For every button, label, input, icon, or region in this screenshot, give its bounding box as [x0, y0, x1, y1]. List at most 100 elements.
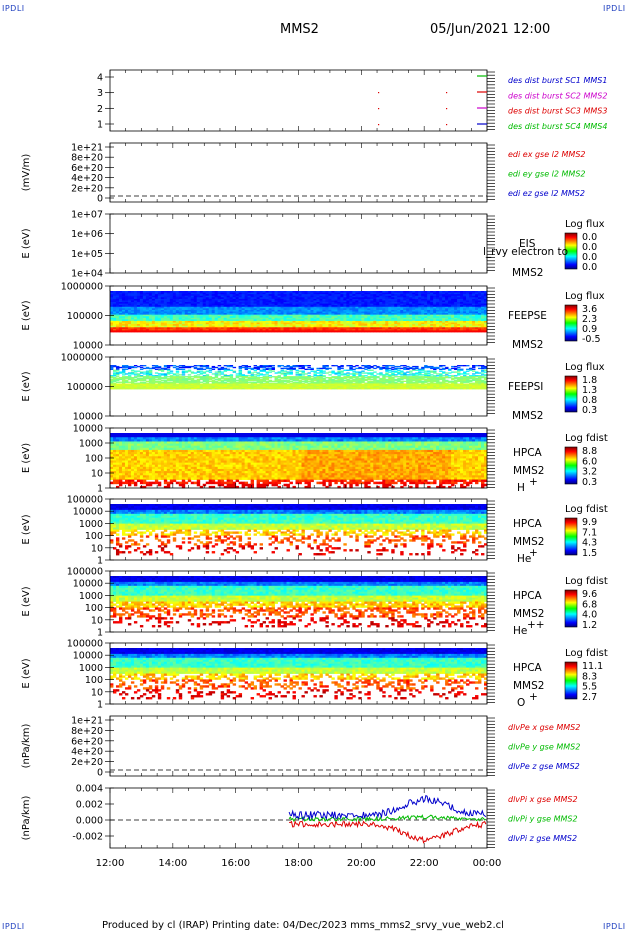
- colorbar-title-eis: Log flux: [565, 219, 605, 230]
- panel-frame-eis: [109, 213, 488, 274]
- ytick-label-divpe: 6e+20: [71, 736, 103, 747]
- header-spacecraft: MMS2: [280, 22, 319, 37]
- ytick-label-feepse: 1000000: [61, 282, 103, 293]
- burst-point: [378, 108, 380, 110]
- panel-label-mms2-eis: MMS2: [512, 267, 543, 279]
- species-label-hpca_hepp: He: [513, 625, 527, 637]
- ytick-label-divpe: 0: [97, 768, 103, 779]
- spectrogram-hpca_he: [110, 504, 488, 556]
- panel-frame-burst: [109, 69, 488, 132]
- legend-entry-divpe: dlvPe x gse MMS2: [508, 723, 580, 732]
- corner-label-bottom-left: IPDLI: [2, 922, 25, 931]
- panel-label-mms2-feepsi: MMS2: [512, 410, 543, 422]
- colorbar-tick-hpca_o: 5.5: [582, 682, 597, 693]
- burst-point: [378, 124, 380, 126]
- ytick-label-hpca_o: 1: [97, 700, 103, 711]
- colorbar-eis: [564, 232, 578, 270]
- legend-entry-burst: des dist burst SC3 MMS3: [508, 107, 607, 116]
- ytick-label-eis: 1e+06: [71, 229, 103, 240]
- spectrogram-feepsi: [110, 365, 488, 390]
- ytick-label-hpca_h: 100: [85, 454, 103, 465]
- ytick-label-hpca_hepp: 100: [85, 603, 103, 614]
- ytick-label-hpca_h: 1: [97, 484, 103, 495]
- ytick-label-burst: 2: [97, 104, 103, 115]
- x-tick-label: 18:00: [284, 858, 313, 869]
- ytick-label-hpca_hepp: 10: [91, 615, 103, 626]
- burst-point: [378, 92, 380, 94]
- ytick-label-burst: 3: [97, 88, 103, 99]
- burst-point: [446, 124, 448, 126]
- y-axis-label-hpca_he: E (eV): [21, 514, 32, 544]
- ytick-label-edi: 0: [97, 194, 103, 205]
- panel-label-feepsi: FEEPSI: [508, 381, 543, 393]
- ytick-label-feepsi: 10000: [73, 412, 103, 423]
- legend-entry-divpi: dlvPi z gse MMS2: [508, 834, 577, 843]
- panel-label-feepse: FEEPSE: [508, 310, 547, 322]
- x-tick-label: 20:00: [347, 858, 376, 869]
- panel-label-mms2-hpca_he: MMS2: [513, 536, 544, 548]
- colorbar-tick-hpca_o: 2.7: [582, 692, 597, 703]
- colorbar-tick-eis: 0.0: [582, 252, 597, 263]
- ytick-label-hpca_h: 1000: [79, 439, 103, 450]
- ytick-label-hpca_o: 10000: [73, 651, 103, 662]
- colorbar-tick-eis: 0.0: [582, 242, 597, 253]
- panel-label-mms2-hpca_o: MMS2: [513, 680, 544, 692]
- ytick-label-divpi: 0.004: [76, 784, 103, 795]
- species-label-hpca_o: O: [517, 697, 525, 709]
- colorbar-tick-hpca_he: 1.5: [582, 548, 597, 559]
- colorbar-hpca_o: [564, 661, 578, 700]
- ytick-label-hpca_he: 100000: [67, 495, 103, 506]
- panel-frame-divpe: [109, 715, 488, 777]
- spectrogram-hpca_hepp: [110, 576, 488, 628]
- panel-label-hpca_o: HPCA: [513, 662, 543, 674]
- colorbar-tick-hpca_hepp: 9.6: [582, 589, 597, 600]
- colorbar-tick-hpca_h: 3.2: [582, 467, 597, 478]
- ytick-label-hpca_he: 100: [85, 531, 103, 542]
- y-axis-label-eis: E (eV): [21, 228, 32, 258]
- panel-label-mms2-feepse: MMS2: [512, 339, 543, 351]
- ytick-label-hpca_hepp: 1: [97, 628, 103, 639]
- ytick-label-hpca_h: 10: [91, 469, 103, 480]
- colorbar-title-hpca_he: Log fdist: [565, 504, 608, 515]
- panel-frame-edi: [109, 142, 488, 203]
- x-tick-label: 00:00: [473, 858, 502, 869]
- colorbar-feepsi: [564, 375, 578, 413]
- ytick-label-divpe: 2e+20: [71, 757, 103, 768]
- legend-entry-burst: des dist burst SC2 MMS2: [508, 91, 607, 100]
- panel-label-eis: EIS: [519, 238, 536, 250]
- ytick-label-divpe: 8e+20: [71, 726, 103, 737]
- x-tick-label: 14:00: [158, 858, 187, 869]
- colorbar-title-hpca_o: Log fdist: [565, 648, 608, 659]
- ytick-label-hpca_h: 10000: [73, 424, 103, 435]
- legend-entry-edi: edi ex gse l2 MMS2: [508, 150, 586, 159]
- colorbar-tick-hpca_h: 8.8: [582, 446, 597, 457]
- colorbar-tick-feepse: 3.6: [582, 304, 597, 315]
- ytick-label-hpca_o: 10: [91, 687, 103, 698]
- series-line-divpi-z: [288, 794, 487, 821]
- colorbar-title-feepsi: Log flux: [565, 362, 605, 373]
- panel-label-hpca_he: HPCA: [513, 518, 543, 530]
- ytick-label-edi: 2e+20: [71, 183, 103, 194]
- colorbar-tick-hpca_h: 0.3: [582, 477, 597, 488]
- ytick-label-divpi: 0.000: [76, 816, 103, 827]
- legend-entry-burst: des dist burst SC4 MMS4: [508, 122, 607, 131]
- ytick-label-edi: 4e+20: [71, 173, 103, 184]
- colorbar-tick-hpca_h: 6.0: [582, 456, 597, 467]
- x-tick-label: 22:00: [410, 858, 439, 869]
- ytick-label-edi: 1e+21: [71, 143, 103, 154]
- y-axis-label-divpe: (nPa/km): [21, 724, 32, 769]
- colorbar-tick-eis: 0.0: [582, 232, 597, 243]
- x-tick-label: 12:00: [96, 858, 125, 869]
- ytick-label-hpca_o: 100: [85, 675, 103, 686]
- ytick-label-divpi: 0.002: [76, 800, 103, 811]
- y-axis-label-hpca_h: E (eV): [21, 443, 32, 473]
- ytick-label-feepse: 10000: [73, 341, 103, 352]
- ytick-label-eis: 1e+05: [71, 249, 103, 260]
- corner-label-top-right: IPDLI: [603, 4, 626, 13]
- panel-overlay-text-eis: l_rvy electron to: [483, 246, 568, 258]
- colorbar-feepse: [564, 304, 578, 342]
- panel-label-hpca_hepp: HPCA: [513, 590, 543, 602]
- colorbar-tick-feepse: 0.9: [582, 324, 597, 335]
- panel-label-hpca_h: HPCA: [513, 447, 543, 459]
- panel-label-mms2-hpca_h: MMS2: [513, 465, 544, 477]
